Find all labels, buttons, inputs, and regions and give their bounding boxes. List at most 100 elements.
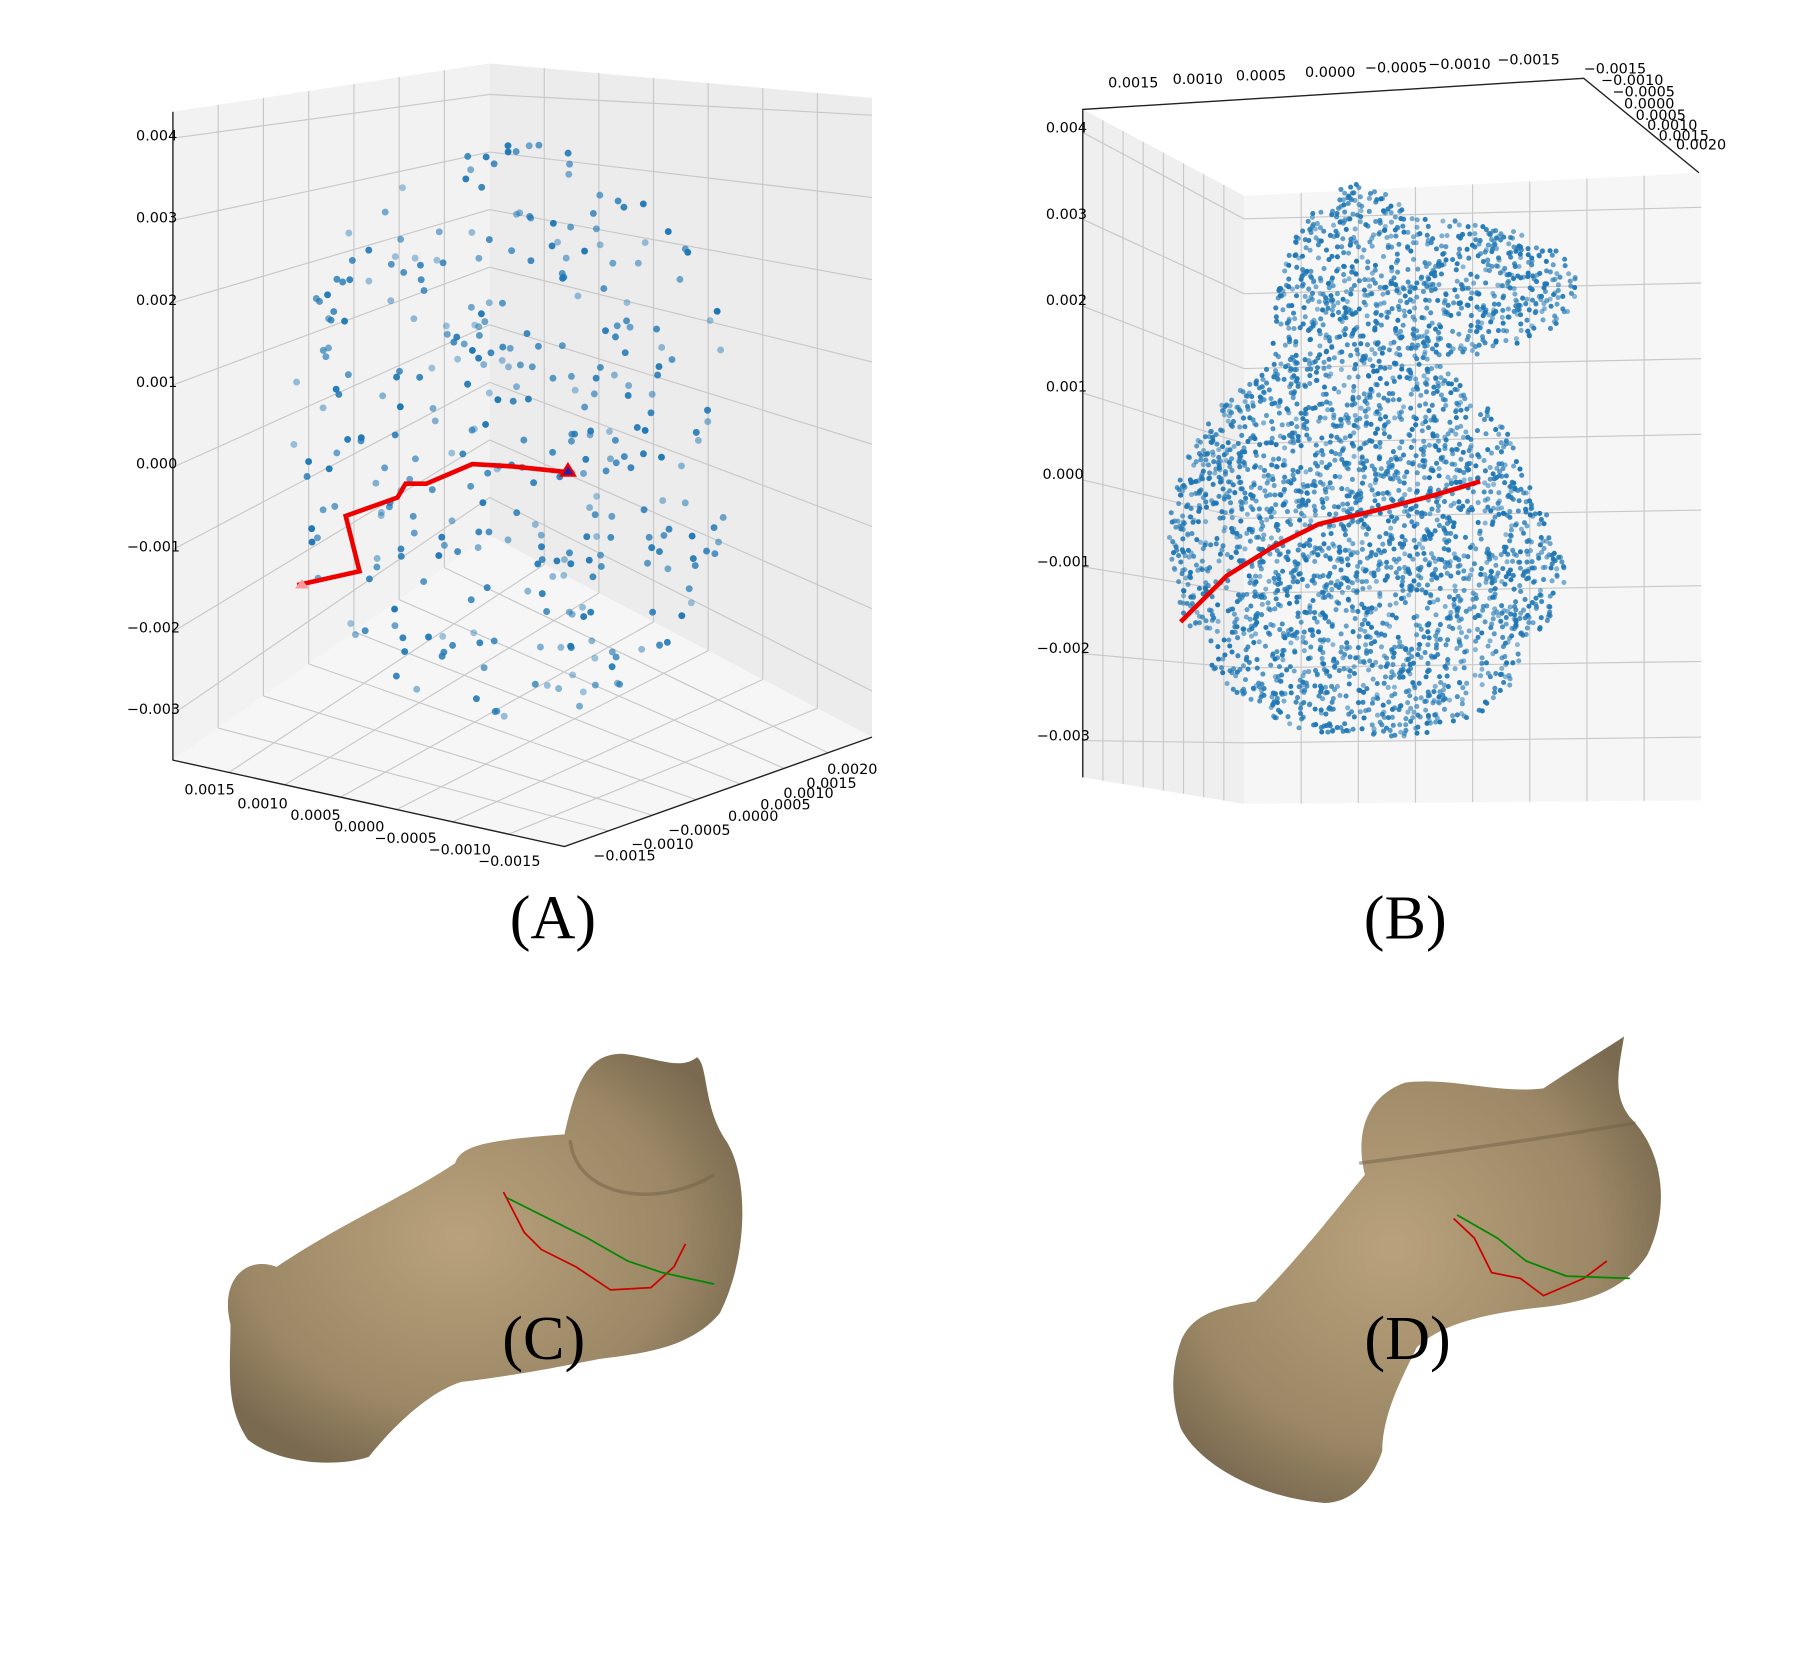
grid-line: [172, 266, 490, 386]
point: [1547, 248, 1553, 254]
point: [1372, 639, 1378, 645]
point: [1332, 457, 1338, 463]
point: [1341, 666, 1347, 672]
point: [1358, 341, 1364, 347]
point: [1316, 693, 1322, 699]
point: [1407, 309, 1413, 315]
point: [1473, 329, 1479, 335]
point: [524, 395, 532, 403]
point: [1338, 649, 1344, 655]
point: [1323, 309, 1329, 315]
point: [1492, 586, 1498, 592]
point: [1400, 322, 1406, 328]
point: [1427, 511, 1433, 517]
point: [1452, 588, 1458, 594]
point: [1297, 677, 1303, 683]
point: [1349, 506, 1355, 512]
point: [520, 436, 528, 444]
point: [1527, 485, 1533, 491]
point: [1510, 573, 1517, 579]
point: [1383, 284, 1389, 290]
point: [1348, 286, 1354, 292]
point: [1385, 715, 1391, 721]
point: [1271, 713, 1277, 719]
point: [1369, 438, 1375, 444]
point: [1276, 403, 1282, 409]
point: [1286, 600, 1293, 607]
point: [1369, 605, 1375, 611]
point: [1303, 469, 1309, 475]
point: [1453, 377, 1459, 383]
point: [1301, 648, 1307, 654]
point: [475, 254, 483, 262]
point: [454, 548, 462, 556]
point: [1436, 352, 1442, 358]
point: [1499, 314, 1505, 320]
point: [1421, 534, 1427, 540]
point: [1254, 534, 1260, 540]
point: [1310, 597, 1316, 604]
point: [1406, 460, 1412, 466]
point: [1318, 238, 1324, 244]
point: [482, 153, 490, 161]
point: [1424, 283, 1430, 289]
point: [1436, 261, 1442, 267]
point: [1359, 480, 1365, 486]
point: [1274, 655, 1281, 661]
point: [1529, 297, 1536, 303]
point: [1434, 715, 1440, 721]
point: [1499, 624, 1505, 630]
point: [1261, 389, 1267, 395]
point: [1434, 433, 1440, 439]
point: [1399, 439, 1405, 445]
point: [1453, 267, 1459, 273]
point: [1397, 445, 1403, 451]
point: [1314, 463, 1321, 469]
point: [481, 318, 489, 326]
point: [1379, 350, 1385, 356]
point: [1325, 729, 1331, 735]
point: [1406, 432, 1412, 438]
point: [1428, 417, 1434, 423]
point: [1198, 539, 1204, 545]
point: [406, 475, 414, 483]
point: [1496, 490, 1502, 496]
point: [1408, 391, 1414, 397]
point: [483, 584, 491, 592]
point: [1318, 710, 1324, 716]
point: [1435, 297, 1441, 304]
point: [713, 307, 721, 315]
point: [1270, 426, 1276, 432]
point: [1423, 297, 1429, 303]
point: [1359, 579, 1365, 585]
point: [1257, 573, 1263, 579]
point: [1417, 567, 1423, 573]
point: [1244, 607, 1250, 613]
point: [1203, 580, 1209, 586]
point: [612, 653, 620, 661]
point: [1465, 224, 1471, 230]
point: [1307, 247, 1313, 253]
point: [1467, 476, 1473, 482]
point: [1415, 342, 1421, 348]
point: [1370, 363, 1376, 369]
point: [1248, 504, 1254, 510]
point: [303, 473, 311, 480]
point: [1288, 626, 1294, 632]
point: [1444, 515, 1450, 521]
point: [1466, 467, 1472, 473]
point: [1274, 695, 1280, 701]
point: [567, 644, 575, 652]
point: [1248, 492, 1254, 498]
z-tick-label: 0.004: [136, 129, 177, 145]
point: [1265, 472, 1271, 478]
point: [1235, 440, 1241, 447]
grid-line: [308, 663, 697, 801]
point: [1172, 542, 1178, 548]
point: [1408, 705, 1414, 711]
point: [1344, 640, 1350, 646]
point: [538, 556, 546, 564]
point: [506, 344, 514, 352]
point: [1317, 343, 1323, 349]
